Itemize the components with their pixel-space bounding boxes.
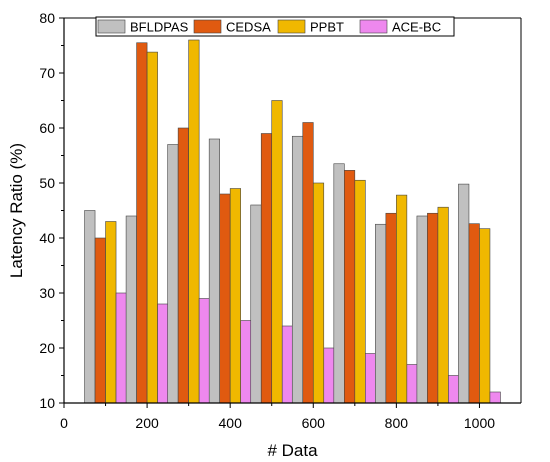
bars (84, 39, 501, 404)
ticks: 0 200 400 600 800 1000 10 20 30 40 50 60 70 80 (39, 10, 495, 431)
bar-ace-bc-200 (157, 303, 169, 404)
bar-bfldpas-900 (416, 215, 428, 404)
bar-ace-bc-1000 (489, 391, 501, 404)
bar-cedsa-700 (344, 170, 356, 404)
x-tick-label: 1000 (464, 415, 495, 431)
bar-cedsa-600 (302, 122, 314, 404)
bar-bfldpas-1000 (458, 183, 470, 404)
legend-label-cedsa: CEDSA (226, 20, 271, 35)
bar-bfldpas-100 (84, 210, 96, 404)
bar-ppbt-800 (396, 194, 408, 404)
bar-ace-bc-500 (281, 325, 294, 404)
bar-cedsa-100 (94, 237, 106, 404)
bar-bfldpas-300 (167, 144, 179, 404)
x-axis-title: # Data (267, 441, 318, 460)
bar-cedsa-200 (136, 42, 148, 404)
bar-cedsa-300 (177, 127, 189, 404)
legend-swatch-bfldpas (97, 19, 126, 34)
y-tick-label: 30 (39, 285, 55, 301)
bar-ace-bc-900 (448, 375, 460, 404)
bar-bfldpas-600 (291, 135, 304, 404)
x-tick-label: 800 (385, 415, 409, 431)
bar-ppbt-200 (146, 51, 158, 404)
y-tick-label: 70 (39, 65, 55, 81)
x-tick-label: 400 (219, 415, 243, 431)
bar-ppbt-400 (229, 188, 241, 404)
bar-bfldpas-700 (333, 163, 345, 404)
bar-ace-bc-600 (323, 347, 335, 404)
legend: BFLDPAS CEDSA PPBT ACE-BC (95, 16, 455, 37)
bar-ppbt-300 (188, 39, 200, 404)
legend-swatch-ace-bc (359, 19, 388, 34)
bar-ace-bc-400 (240, 320, 252, 404)
bar-cedsa-400 (219, 193, 231, 404)
bar-cedsa-900 (427, 212, 439, 404)
y-tick-label: 50 (39, 175, 55, 191)
legend-label-bfldpas: BFLDPAS (130, 20, 189, 35)
bar-bfldpas-500 (250, 204, 262, 404)
bar-bfldpas-400 (208, 138, 220, 404)
bar-cedsa-1000 (468, 223, 480, 404)
bar-ppbt-700 (354, 179, 366, 404)
y-axis-title: Latency Ratio (%) (7, 143, 26, 278)
bar-bfldpas-200 (125, 215, 137, 404)
bar-cedsa-800 (385, 212, 397, 404)
legend-label-ace-bc: ACE-BC (392, 20, 441, 35)
bar-ace-bc-300 (198, 298, 210, 404)
x-tick-label: 200 (135, 415, 159, 431)
y-tick-label: 10 (39, 395, 55, 411)
bar-ppbt-100 (105, 221, 117, 404)
y-tick-label: 20 (39, 340, 55, 356)
x-tick-label: 600 (302, 415, 326, 431)
bar-cedsa-500 (260, 133, 273, 404)
bar-ace-bc-100 (115, 292, 127, 404)
bar-ppbt-600 (312, 182, 325, 404)
bar-bfldpas-800 (375, 223, 387, 404)
bar-ppbt-900 (437, 206, 449, 404)
y-tick-label: 40 (39, 230, 55, 246)
y-tick-label: 60 (39, 120, 55, 136)
x-tick-label: 0 (60, 415, 68, 431)
bar-ppbt-1000 (479, 228, 491, 404)
legend-swatch-cedsa (193, 19, 222, 34)
legend-label-ppbt: PPBT (310, 20, 344, 35)
bar-ace-bc-800 (406, 364, 418, 404)
bar-ace-bc-700 (365, 353, 377, 404)
legend-swatch-ppbt (277, 19, 306, 34)
bar-ppbt-500 (271, 100, 283, 404)
y-tick-label: 80 (39, 10, 55, 26)
